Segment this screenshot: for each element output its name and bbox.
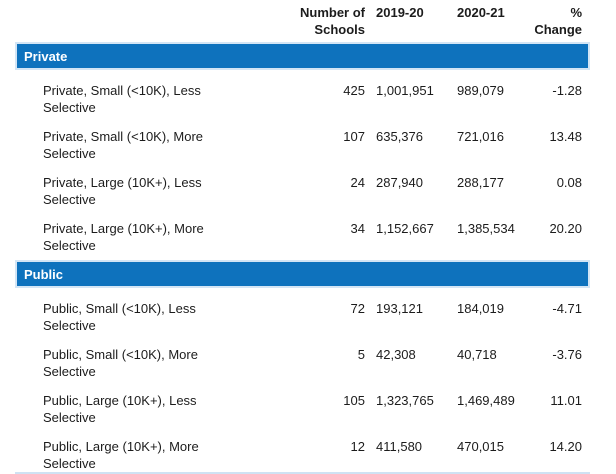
cell-percent-change: 20.20	[549, 221, 582, 236]
header-percent-change-line1: %	[570, 5, 582, 20]
row-label: Private, Small (<10K), Less Selective	[43, 83, 201, 115]
cell-number-of-schools: 72	[350, 301, 365, 316]
header-percent-change-line2: Change	[534, 22, 582, 37]
table-row: Private, Large (10K+), Less Selective 24…	[15, 174, 590, 208]
cell-2020-21: 184,019	[457, 301, 504, 316]
header-percent-change: % Change	[527, 4, 590, 38]
cell-number-of-schools: 34	[350, 221, 365, 236]
cell-2020-21: 989,079	[457, 83, 504, 98]
cell-number-of-schools: 425	[343, 83, 365, 98]
table-row: Private, Large (10K+), More Selective 34…	[15, 220, 590, 254]
table-row: Public, Small (<10K), More Selective 5 4…	[15, 346, 590, 380]
header-number-of-schools: Number of Schools	[227, 4, 365, 38]
table-row: Public, Large (10K+), More Selective 12 …	[15, 438, 590, 472]
cell-2020-21: 470,015	[457, 439, 504, 454]
cell-number-of-schools: 12	[350, 439, 365, 454]
section-title: Public	[24, 266, 64, 282]
table-header-row: Number of Schools 2019-20 2020-21 % Chan…	[15, 0, 590, 38]
table-row: Private, Small (<10K), Less Selective 42…	[15, 82, 590, 116]
bottom-strip	[15, 472, 590, 474]
row-label: Public, Large (10K+), Less Selective	[43, 393, 197, 425]
cell-percent-change: -1.28	[552, 83, 582, 98]
cell-percent-change: -3.76	[552, 347, 582, 362]
header-number-of-schools-line2: Schools	[314, 22, 365, 37]
cell-2019-20: 287,940	[376, 175, 423, 190]
cell-number-of-schools: 105	[343, 393, 365, 408]
cell-2019-20: 42,308	[376, 347, 416, 362]
cell-2019-20: 1,152,667	[376, 221, 434, 236]
section-title: Private	[24, 48, 68, 64]
cell-2020-21: 721,016	[457, 129, 504, 144]
cell-2019-20: 635,376	[376, 129, 423, 144]
cell-2019-20: 193,121	[376, 301, 423, 316]
cell-number-of-schools: 107	[343, 129, 365, 144]
table-row: Public, Large (10K+), Less Selective 105…	[15, 392, 590, 426]
row-label: Private, Large (10K+), More Selective	[43, 221, 204, 253]
cell-2020-21: 40,718	[457, 347, 497, 362]
row-label: Private, Small (<10K), More Selective	[43, 129, 204, 161]
cell-percent-change: 11.01	[550, 393, 582, 408]
header-2020-21: 2020-21	[457, 5, 505, 20]
row-label: Private, Large (10K+), Less Selective	[43, 175, 202, 207]
section-header-bar: Public	[15, 260, 590, 288]
cell-percent-change: 14.20	[549, 439, 582, 454]
cell-percent-change: 13.48	[549, 129, 582, 144]
cell-2019-20: 1,323,765	[376, 393, 434, 408]
header-number-of-schools-line1: Number of	[300, 5, 365, 20]
table-body: Private Private, Small (<10K), Less Sele…	[15, 42, 590, 472]
cell-2020-21: 1,385,534	[457, 221, 515, 236]
row-label: Public, Small (<10K), More Selective	[43, 347, 198, 379]
row-label: Public, Large (10K+), More Selective	[43, 439, 199, 471]
cell-percent-change: -4.71	[552, 301, 582, 316]
cell-percent-change: 0.08	[556, 175, 582, 190]
cell-2020-21: 288,177	[457, 175, 504, 190]
table-row: Public, Small (<10K), Less Selective 72 …	[15, 300, 590, 334]
section-header-bar: Private	[15, 42, 590, 70]
header-2019-20: 2019-20	[376, 5, 424, 20]
cell-2020-21: 1,469,489	[457, 393, 515, 408]
row-label: Public, Small (<10K), Less Selective	[43, 301, 196, 333]
cell-number-of-schools: 24	[350, 175, 365, 190]
cell-number-of-schools: 5	[357, 347, 365, 362]
enrollment-table: Number of Schools 2019-20 2020-21 % Chan…	[15, 0, 590, 474]
cell-2019-20: 1,001,951	[376, 83, 434, 98]
table-row: Private, Small (<10K), More Selective 10…	[15, 128, 590, 162]
cell-2019-20: 411,580	[376, 439, 423, 454]
